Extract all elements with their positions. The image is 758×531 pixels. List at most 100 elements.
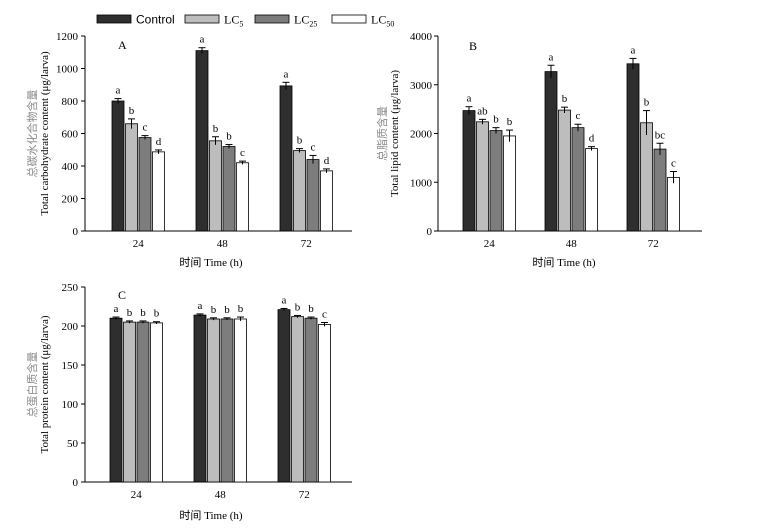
legend-label-lc5: LC5 [224, 13, 243, 29]
bar-lc25-72h [306, 159, 320, 232]
significance-label: a [282, 294, 287, 306]
legend-swatch-control [96, 14, 132, 24]
significance-label: a [116, 85, 121, 97]
y-tick-label: 1000 [56, 64, 79, 76]
bar-lc50-72h [667, 176, 680, 232]
y-tick-label: 400 [62, 161, 79, 173]
bar-control-48h [193, 314, 207, 483]
bar-lc50-72h [320, 170, 333, 232]
bar-control-48h [195, 50, 209, 232]
bar-control-72h [279, 85, 293, 232]
significance-label: d [324, 155, 330, 167]
bar-lc50-48h [585, 148, 598, 232]
bar-lc25-48h [222, 146, 236, 232]
x-tick-label: 48 [217, 238, 229, 250]
bar-lc50-48h [236, 162, 249, 232]
significance-label: b [211, 304, 217, 316]
significance-label: a [200, 34, 205, 46]
x-tick-label: 48 [566, 238, 578, 250]
bar-lc50-72h [318, 324, 331, 483]
bar-control-48h [544, 71, 558, 232]
significance-label: b [493, 114, 499, 126]
bar-lc25-72h [653, 148, 667, 232]
y-tick-label: 1200 [56, 31, 79, 43]
bar-lc25-24h [489, 130, 503, 232]
significance-label: a [114, 303, 119, 315]
significance-label: b [140, 307, 146, 319]
y-tick-label: 0 [73, 226, 79, 238]
bar-lc25-24h [138, 137, 152, 232]
bar-lc5-48h [207, 318, 220, 483]
y-axis-title: Total protein content (μg/larva) [39, 315, 51, 453]
y-tick-label: 50 [67, 438, 79, 450]
significance-label: c [576, 110, 581, 122]
x-axis-title: 时间 Time (h) [179, 509, 242, 522]
y-axis-title: Total carbohydrate content (μg/larva) [39, 51, 51, 216]
y-axis-title-chinese: 总蛋白质含量 [25, 352, 39, 418]
significance-label: b [129, 105, 135, 117]
bar-lc25-48h [571, 127, 585, 232]
significance-label: b [224, 304, 230, 316]
bar-lc50-24h [503, 135, 516, 232]
bar-lc5-48h [209, 140, 222, 232]
y-tick-label: 3000 [410, 80, 433, 92]
legend-label-lc25: LC25 [294, 13, 317, 29]
bar-lc5-72h [640, 122, 653, 232]
x-tick-label: 72 [299, 489, 310, 501]
significance-label: b [154, 308, 160, 320]
x-tick-label: 24 [133, 238, 145, 250]
y-tick-label: 2000 [410, 129, 433, 141]
panel-a-carbohydrate-chart: 020040060080010001200abcd24abbc48abcd72A… [25, 31, 352, 269]
x-tick-label: 72 [301, 238, 312, 250]
significance-label: a [198, 300, 203, 312]
x-tick-label: 72 [648, 238, 659, 250]
significance-label: a [467, 93, 472, 105]
bar-lc50-48h [234, 318, 247, 483]
x-axis-title: 时间 Time (h) [179, 256, 242, 269]
significance-label: a [631, 44, 636, 56]
significance-label: b [127, 307, 133, 319]
significance-label: c [143, 122, 148, 134]
legend: Control LC5 LC25 LC50 [96, 13, 394, 29]
significance-label: c [671, 158, 676, 170]
y-tick-label: 200 [62, 194, 79, 206]
y-tick-label: 0 [427, 226, 433, 238]
significance-label: b [226, 131, 232, 143]
x-tick-label: 24 [484, 238, 496, 250]
significance-label: d [156, 136, 162, 148]
panel-letter: C [118, 288, 126, 302]
significance-label: a [284, 68, 289, 80]
bar-control-24h [111, 100, 125, 232]
significance-label: b [507, 116, 513, 128]
significance-label: b [238, 303, 244, 315]
bar-lc25-72h [304, 317, 318, 483]
legend-label-lc50: LC50 [371, 13, 394, 29]
y-tick-label: 250 [62, 282, 79, 294]
legend-swatch-lc25 [254, 14, 290, 24]
bar-control-24h [109, 317, 123, 483]
bar-lc5-48h [558, 109, 571, 232]
bar-lc25-24h [136, 321, 150, 483]
significance-label: b [297, 135, 303, 147]
significance-label: b [644, 97, 650, 109]
y-tick-label: 100 [62, 399, 79, 411]
panel-letter: A [118, 38, 127, 52]
bar-lc50-24h [152, 151, 165, 232]
significance-label: d [589, 133, 595, 145]
significance-label: c [322, 308, 327, 320]
significance-label: c [311, 141, 316, 153]
bar-control-24h [462, 110, 476, 232]
x-tick-label: 48 [215, 489, 227, 501]
significance-label: c [240, 147, 245, 159]
bar-lc5-24h [125, 123, 138, 232]
y-axis-title-chinese: 总脂质含量 [375, 106, 389, 161]
significance-label: ab [477, 105, 488, 117]
y-tick-label: 150 [62, 360, 79, 372]
bar-lc5-24h [123, 321, 136, 483]
y-tick-label: 4000 [410, 31, 433, 43]
y-axis-title: Total lipid content (μg/larva) [389, 70, 401, 197]
bar-lc5-72h [291, 316, 304, 483]
legend-swatch-lc5 [184, 14, 220, 24]
